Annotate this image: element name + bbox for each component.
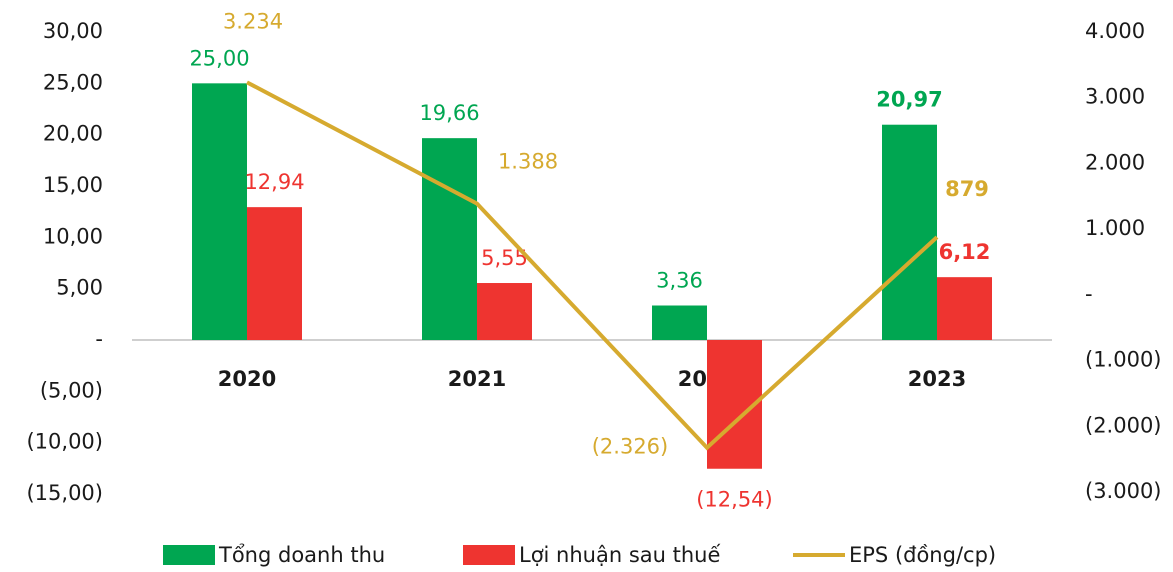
data-label: 20,97 [876, 88, 942, 112]
data-label: (2.326) [592, 435, 669, 459]
bar [477, 283, 532, 340]
y-tick-label: (5,00) [40, 378, 103, 402]
data-label: 3.234 [223, 9, 283, 33]
bar [247, 207, 302, 340]
bar [882, 124, 937, 340]
y-tick-label: (10,00) [26, 430, 103, 454]
y-tick-label: 5,00 [56, 276, 103, 300]
y2-tick-label: (3.000) [1085, 479, 1162, 503]
y-tick-label: 15,00 [43, 173, 103, 197]
data-label: 25,00 [189, 46, 249, 70]
y-tick-label: 20,00 [43, 122, 103, 146]
x-tick-label: 2021 [448, 367, 506, 391]
legend-swatch [163, 545, 215, 565]
bar [937, 277, 992, 340]
x-tick-label: 2020 [218, 367, 276, 391]
bar [652, 305, 707, 340]
y2-tick-label: - [1085, 282, 1093, 306]
y2-tick-label: (2.000) [1085, 413, 1162, 437]
legend-swatch [463, 545, 515, 565]
y2-tick-label: 3.000 [1085, 85, 1145, 109]
bar [192, 83, 247, 340]
y-tick-label: 30,00 [43, 19, 103, 43]
data-label: 6,12 [939, 240, 991, 264]
line [246, 80, 939, 451]
legend-label: EPS (đồng/cp) [849, 543, 996, 567]
data-label: 879 [945, 177, 989, 201]
y-tick-label: 10,00 [43, 224, 103, 248]
data-label: 19,66 [419, 101, 479, 125]
bar [422, 138, 477, 340]
y2-tick-label: 2.000 [1085, 150, 1145, 174]
y-tick-label: - [95, 327, 103, 351]
y2-tick-label: (1.000) [1085, 348, 1162, 372]
x-tick-label: 2023 [908, 367, 966, 391]
data-label: 3,36 [656, 269, 703, 293]
y-tick-label: 25,00 [43, 70, 103, 94]
y-tick-label: (15,00) [26, 481, 103, 505]
data-label: 1.388 [498, 150, 558, 174]
y2-tick-label: 1.000 [1085, 216, 1145, 240]
data-label: 12,94 [244, 170, 304, 194]
y2-tick-label: 4.000 [1085, 19, 1145, 43]
legend-label: Lợi nhuận sau thuế [519, 543, 720, 567]
data-label: (12,54) [696, 488, 773, 512]
legend-label: Tổng doanh thu [218, 543, 385, 567]
